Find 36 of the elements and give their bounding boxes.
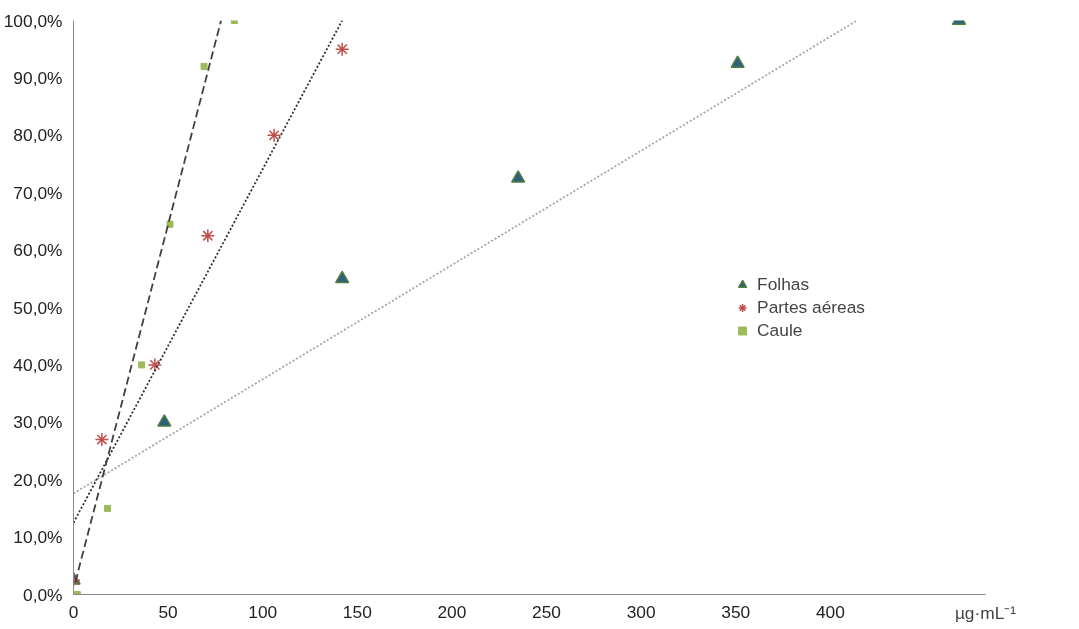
legend-label: Partes aéreas xyxy=(757,296,865,318)
x-tick-label: 0 xyxy=(68,601,79,622)
y-tick-label: 90,0% xyxy=(13,67,63,88)
x-tick-label: 250 xyxy=(532,601,561,622)
y-tick-label: 80,0% xyxy=(13,125,63,146)
x-axis-title: µg·mL⁻¹ xyxy=(954,602,1017,623)
x-tick-label: 400 xyxy=(815,601,845,622)
legend-label: Caule xyxy=(757,319,803,341)
y-tick-label: 60,0% xyxy=(13,240,63,261)
x-tick-label: 150 xyxy=(342,601,372,622)
point xyxy=(200,228,216,243)
y-tick-label: 0,0% xyxy=(23,584,63,605)
point xyxy=(730,55,745,69)
x-tick-label: 300 xyxy=(626,601,656,622)
x-tick-label: 100 xyxy=(248,601,278,622)
y-tick-label: 10,0% xyxy=(13,527,63,548)
legend-label: Folhas xyxy=(757,273,810,295)
y-tick-label: 100,0% xyxy=(3,10,63,31)
point xyxy=(200,62,208,70)
point xyxy=(157,414,172,427)
y-tick-label: 40,0% xyxy=(13,354,63,375)
point xyxy=(266,128,282,143)
point xyxy=(510,170,526,183)
x-tick-label: 50 xyxy=(158,601,178,622)
point xyxy=(104,504,112,512)
y-tick-label: 50,0% xyxy=(13,297,63,318)
y-tick-label: 70,0% xyxy=(13,182,63,203)
point xyxy=(147,357,163,373)
x-tick-label: 200 xyxy=(437,601,467,622)
point xyxy=(94,432,110,447)
y-tick-label: 30,0% xyxy=(13,412,63,433)
point xyxy=(334,41,350,57)
point xyxy=(334,270,350,284)
point xyxy=(138,361,146,369)
y-tick-label: 20,0% xyxy=(13,469,63,490)
x-tick-label: 350 xyxy=(721,601,751,622)
